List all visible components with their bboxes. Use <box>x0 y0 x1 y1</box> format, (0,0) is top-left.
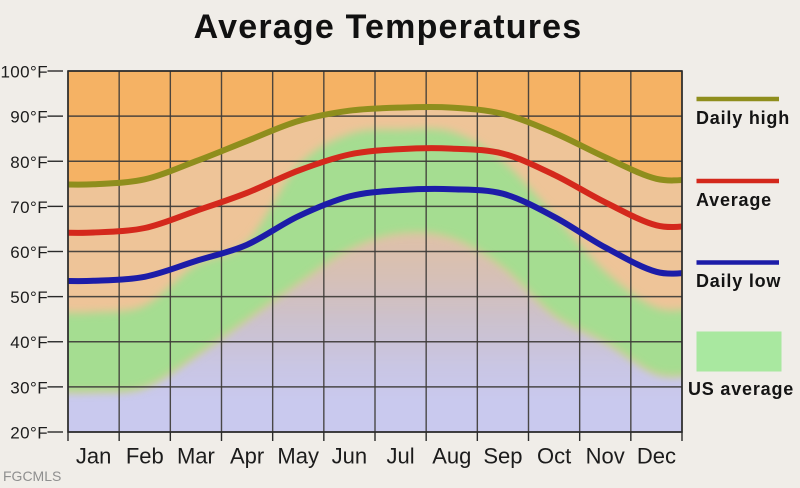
svg-text:90°F: 90°F <box>10 108 48 127</box>
svg-text:80°F: 80°F <box>10 153 48 172</box>
svg-text:Aug: Aug <box>432 444 471 469</box>
svg-text:Dec: Dec <box>637 444 676 469</box>
svg-text:Average: Average <box>696 190 772 210</box>
svg-text:Daily low: Daily low <box>696 271 781 291</box>
svg-text:50°F: 50°F <box>10 288 48 307</box>
svg-text:May: May <box>277 444 319 469</box>
svg-text:40°F: 40°F <box>10 333 48 352</box>
svg-text:20°F: 20°F <box>10 424 48 443</box>
svg-text:Feb: Feb <box>126 444 164 469</box>
svg-text:100°F: 100°F <box>0 63 48 82</box>
svg-text:Sep: Sep <box>483 444 522 469</box>
svg-text:FGCMLS: FGCMLS <box>3 468 61 484</box>
svg-text:Apr: Apr <box>230 444 264 469</box>
svg-text:70°F: 70°F <box>10 198 48 217</box>
svg-text:US average: US average <box>688 379 794 399</box>
svg-text:30°F: 30°F <box>10 378 48 397</box>
svg-text:Oct: Oct <box>537 444 571 469</box>
svg-text:Average Temperatures: Average Temperatures <box>194 8 583 46</box>
svg-text:Mar: Mar <box>177 444 215 469</box>
svg-text:Jul: Jul <box>387 444 415 469</box>
svg-text:Jun: Jun <box>332 444 367 469</box>
svg-text:60°F: 60°F <box>10 243 48 262</box>
svg-text:Jan: Jan <box>76 444 111 469</box>
svg-text:Nov: Nov <box>586 444 625 469</box>
svg-text:Daily high: Daily high <box>696 108 790 128</box>
